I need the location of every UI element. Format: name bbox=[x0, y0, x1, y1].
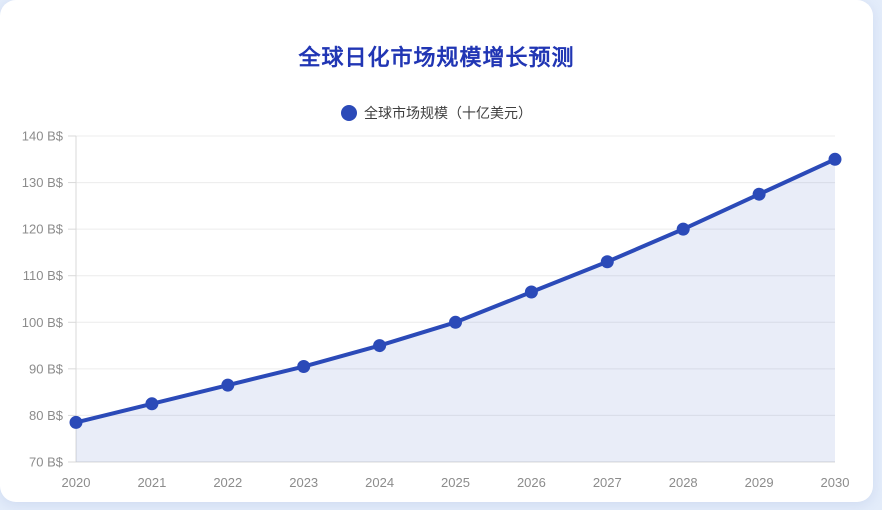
y-axis-label: 120 B$ bbox=[22, 222, 64, 237]
y-axis-label: 130 B$ bbox=[22, 175, 64, 190]
data-point[interactable] bbox=[676, 223, 690, 237]
data-point[interactable] bbox=[600, 255, 614, 269]
x-axis-label: 2027 bbox=[593, 475, 622, 490]
legend-marker-icon bbox=[341, 105, 357, 122]
line-chart: 70 B$ 80 B$ 90 B$ 100 B$ 110 B$ 120 B$ 130 B$ 1… bbox=[22, 129, 850, 491]
x-axis-label: 2021 bbox=[137, 475, 166, 490]
x-axis-label: 2029 bbox=[745, 475, 774, 490]
y-axis-label: 110 B$ bbox=[23, 269, 64, 284]
chart-card: 全球日化市场规模增长预测 全球市场规模（十亿美元） 70 B$ 80 B$ 90 B… bbox=[0, 0, 873, 502]
data-point[interactable] bbox=[449, 316, 462, 330]
data-point[interactable] bbox=[145, 397, 159, 411]
data-point[interactable] bbox=[828, 153, 842, 167]
y-axis-label: 80 B$ bbox=[29, 408, 64, 423]
chart-title: 全球日化市场规模增长预测 bbox=[298, 45, 575, 70]
y-axis-label: 90 B$ bbox=[29, 362, 64, 377]
data-point[interactable] bbox=[752, 188, 766, 202]
series-area bbox=[76, 159, 835, 463]
y-axis-label: 140 B$ bbox=[22, 129, 64, 144]
x-axis-label: 2025 bbox=[441, 475, 470, 490]
x-axis-label: 2023 bbox=[289, 475, 318, 490]
x-axis-label: 2020 bbox=[62, 475, 91, 490]
x-axis-label: 2030 bbox=[821, 475, 850, 490]
legend-item[interactable]: 全球市场规模（十亿美元） bbox=[0, 103, 873, 123]
y-axis-label: 70 B$ bbox=[29, 455, 64, 470]
data-point[interactable] bbox=[221, 379, 235, 393]
legend-label: 全球市场规模（十亿美元） bbox=[364, 105, 532, 122]
y-axis-label: 100 B$ bbox=[22, 315, 64, 330]
x-axis-label: 2022 bbox=[213, 475, 242, 490]
data-point[interactable] bbox=[524, 285, 538, 299]
data-point[interactable] bbox=[297, 360, 311, 374]
x-axis-label: 2028 bbox=[669, 475, 698, 490]
data-point[interactable] bbox=[69, 416, 83, 430]
x-axis-label: 2026 bbox=[517, 475, 546, 490]
data-point[interactable] bbox=[373, 339, 387, 353]
x-axis-label: 2024 bbox=[365, 475, 394, 490]
